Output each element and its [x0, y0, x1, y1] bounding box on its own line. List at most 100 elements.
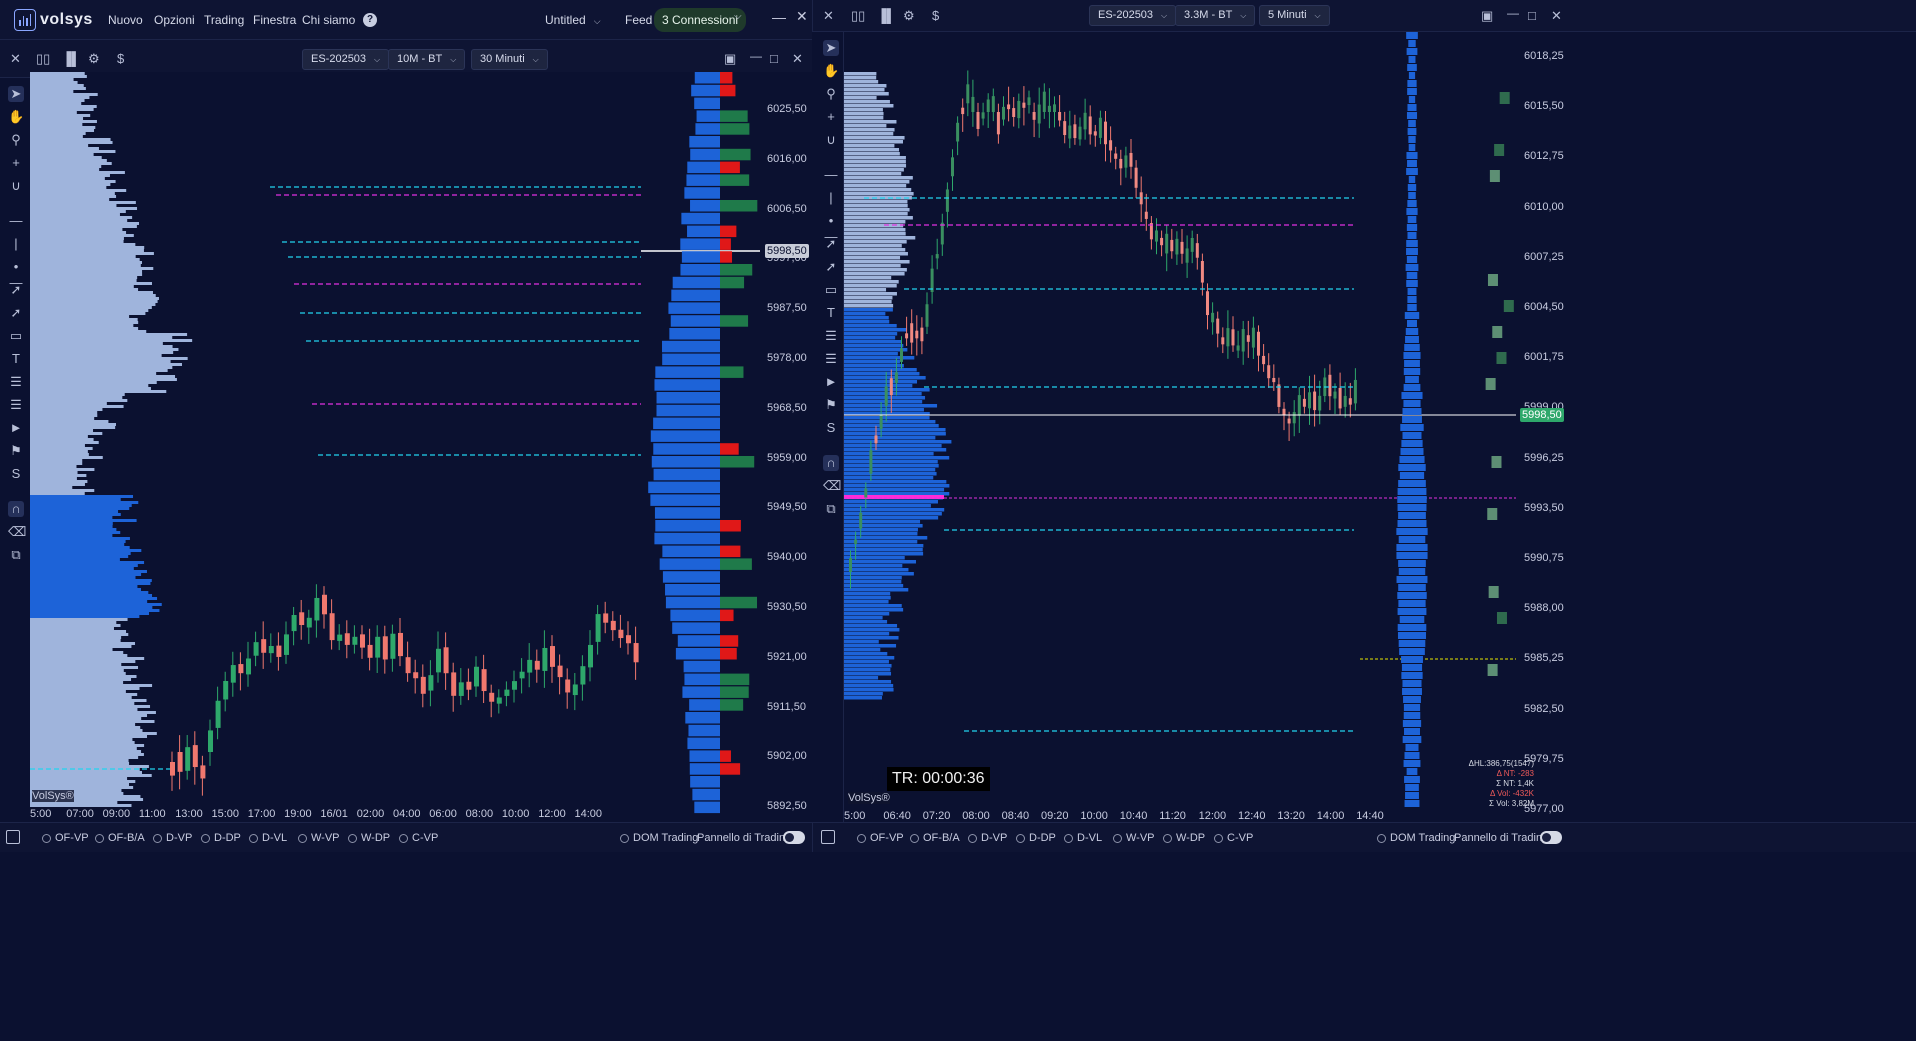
text-icon[interactable]: T [12, 351, 20, 366]
help-icon[interactable]: ? [363, 13, 377, 27]
radio-c-vp[interactable]: C-VP [399, 832, 438, 844]
fib-icon[interactable]: ☰ [10, 397, 22, 412]
radio-of-ba[interactable]: OF-B/A [95, 832, 145, 844]
dollar-icon[interactable]: $ [932, 8, 940, 23]
candles-icon[interactable]: ▯▯ [36, 51, 51, 66]
ruler-icon[interactable]: ➚ [825, 259, 837, 274]
ray-icon[interactable]: •— [824, 213, 838, 244]
settings-gear-icon[interactable]: ⚙ [903, 8, 915, 23]
layout-icon[interactable]: ▣ [724, 51, 737, 66]
list-icon[interactable]: ☰ [825, 328, 837, 343]
vertical-line-icon[interactable]: | [829, 190, 833, 205]
zoom-icon[interactable]: ⚲ [826, 86, 836, 101]
menu-nuovo[interactable]: Nuovo [108, 13, 143, 27]
radio-of-ba[interactable]: OF-B/A [910, 832, 960, 844]
maximize-icon[interactable]: □ [770, 51, 778, 66]
radio-d-vl[interactable]: D-VL [249, 832, 287, 844]
radio-w-vp[interactable]: W-VP [298, 832, 340, 844]
radio-d-vp[interactable]: D-VP [153, 832, 192, 844]
menu-opzioni[interactable]: Opzioni [154, 13, 195, 27]
crosshair-icon[interactable]: + [827, 109, 835, 124]
clone-icon[interactable]: ⧉ [826, 501, 836, 516]
order-icon[interactable]: ► [824, 374, 838, 389]
pointer-icon[interactable]: ➤ [823, 40, 839, 56]
fib-icon[interactable]: ☰ [825, 351, 837, 366]
eraser-icon[interactable]: ⌫ [8, 524, 27, 539]
trendline-icon[interactable]: ➚ [10, 282, 22, 297]
left-chart-canvas[interactable] [30, 72, 812, 822]
bartype-select[interactable]: 10M - BT ⌵ [388, 49, 466, 70]
trading-panel-toggle[interactable] [1540, 831, 1562, 844]
workspace-selector[interactable]: Untitled ⌵ [545, 13, 601, 27]
settings-gear-icon[interactable]: ⚙ [88, 51, 100, 66]
symbol-select[interactable]: ES-202503 ⌵ [302, 49, 390, 70]
horizontal-line-icon[interactable]: — [9, 213, 23, 228]
menu-finestra[interactable]: Finestra [253, 13, 297, 27]
radio-w-vp[interactable]: W-VP [1113, 832, 1155, 844]
signal-icon[interactable]: S [826, 420, 836, 435]
crosshair-icon[interactable]: + [12, 155, 20, 170]
minimize-icon[interactable]: — [772, 9, 786, 25]
radio-dom-trading[interactable]: DOM Trading [620, 832, 698, 844]
hand-icon[interactable]: ✋ [823, 63, 840, 78]
horizontal-line-icon[interactable]: — [824, 167, 838, 182]
menu-chi-siamo[interactable]: Chi siamo [302, 13, 356, 27]
close-icon[interactable]: ✕ [796, 8, 808, 24]
radio-of-vp[interactable]: OF-VP [42, 832, 89, 844]
magnet-lock-icon[interactable]: ∩ [823, 455, 839, 471]
trading-panel-toggle[interactable] [783, 831, 805, 844]
radio-d-vp[interactable]: D-VP [968, 832, 1007, 844]
vertical-line-icon[interactable]: | [14, 236, 18, 251]
trendline-icon[interactable]: ➚ [825, 236, 837, 251]
radio-d-dp[interactable]: D-DP [201, 832, 241, 844]
left-price-chart[interactable]: 6025,50 6016,00 6006,50 5997,00 5987,50 5978,… [30, 72, 812, 822]
keyboard-icon[interactable] [6, 830, 20, 844]
dollar-icon[interactable]: $ [117, 51, 125, 66]
eraser-icon[interactable]: ⌫ [823, 478, 842, 493]
pointer-icon[interactable]: ➤ [8, 86, 24, 102]
timeframe-select[interactable]: 5 Minuti ⌵ [1259, 5, 1330, 26]
connections-badge[interactable]: 3 Connessioni [654, 8, 747, 32]
signal-icon[interactable]: S [11, 466, 21, 481]
minimize-icon[interactable]: — [750, 49, 762, 63]
minimize-icon[interactable]: — [1507, 6, 1519, 20]
bar-chart-icon[interactable]: ▐▌ [877, 8, 896, 23]
magnet-icon[interactable]: ∪ [11, 178, 21, 193]
radio-d-dp[interactable]: D-DP [1016, 832, 1056, 844]
maximize-icon[interactable]: □ [1528, 8, 1536, 23]
radio-w-dp[interactable]: W-DP [348, 832, 390, 844]
alert-icon[interactable]: ⚑ [825, 397, 837, 412]
alert-icon[interactable]: ⚑ [10, 443, 22, 458]
menu-trading[interactable]: Trading [204, 13, 245, 27]
rectangle-icon[interactable]: ▭ [824, 282, 838, 297]
rectangle-icon[interactable]: ▭ [9, 328, 23, 343]
symbol-select[interactable]: ES-202503 ⌵ [1089, 5, 1177, 26]
clone-icon[interactable]: ⧉ [11, 547, 21, 562]
magnet-icon[interactable]: ∪ [826, 132, 836, 147]
bar-chart-icon[interactable]: ▐▌ [62, 51, 81, 66]
radio-w-dp[interactable]: W-DP [1163, 832, 1205, 844]
ray-icon[interactable]: •— [9, 259, 23, 290]
close-icon[interactable]: ✕ [792, 51, 803, 66]
close-chart-icon[interactable]: ✕ [10, 51, 21, 66]
zoom-icon[interactable]: ⚲ [11, 132, 21, 147]
right-chart-canvas[interactable] [844, 32, 1916, 822]
right-price-chart[interactable]: 6018,25 6015,50 6012,75 6010,00 6007,25 6004,… [843, 32, 1916, 822]
radio-dom-trading[interactable]: DOM Trading [1377, 832, 1455, 844]
ruler-icon[interactable]: ➚ [10, 305, 22, 320]
bartype-select[interactable]: 3.3M - BT ⌵ [1175, 5, 1256, 26]
close-chart-icon[interactable]: ✕ [823, 8, 834, 23]
radio-d-vl[interactable]: D-VL [1064, 832, 1102, 844]
candles-icon[interactable]: ▯▯ [851, 8, 866, 23]
hand-icon[interactable]: ✋ [8, 109, 25, 124]
list-icon[interactable]: ☰ [10, 374, 22, 389]
radio-c-vp[interactable]: C-VP [1214, 832, 1253, 844]
magnet-lock-icon[interactable]: ∩ [8, 501, 24, 517]
text-icon[interactable]: T [827, 305, 835, 320]
close-icon[interactable]: ✕ [1551, 8, 1562, 23]
order-icon[interactable]: ► [9, 420, 23, 435]
radio-of-vp[interactable]: OF-VP [857, 832, 904, 844]
timeframe-select[interactable]: 30 Minuti ⌵ [471, 49, 548, 70]
layout-icon[interactable]: ▣ [1481, 8, 1494, 23]
chevron-down-icon[interactable]: ⌵ [734, 11, 742, 22]
